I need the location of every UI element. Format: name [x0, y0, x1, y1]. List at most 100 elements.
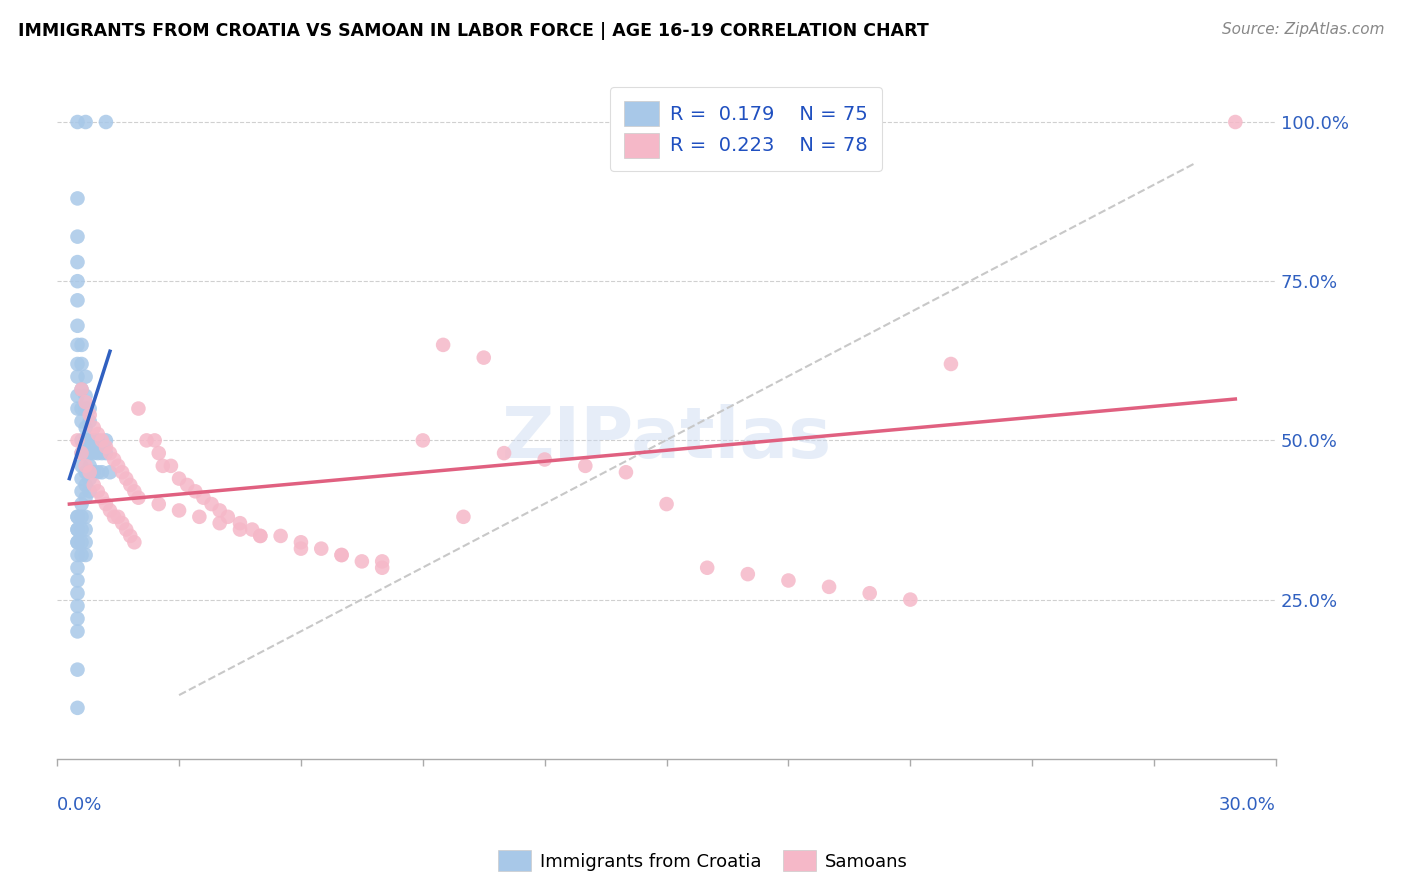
Point	[90, 465, 112, 479]
Point	[70, 484, 93, 499]
Point	[66, 293, 89, 308]
Point	[66, 599, 89, 613]
Point	[94, 497, 117, 511]
Point	[70, 357, 93, 371]
Point	[1225, 115, 1247, 129]
Point	[66, 663, 89, 677]
Point	[70, 472, 93, 486]
Point	[66, 401, 89, 416]
Point	[75, 389, 97, 403]
Point	[75, 395, 97, 409]
Point	[124, 535, 146, 549]
Point	[200, 497, 222, 511]
Point	[94, 440, 117, 454]
Point	[75, 465, 97, 479]
Point	[79, 408, 101, 422]
Point	[70, 535, 93, 549]
Point	[66, 274, 89, 288]
Point	[70, 523, 93, 537]
Point	[83, 434, 105, 448]
Point	[66, 586, 89, 600]
Point	[79, 434, 101, 448]
Point	[87, 484, 110, 499]
Point	[127, 491, 149, 505]
Point	[66, 535, 89, 549]
Point	[107, 458, 129, 473]
Point	[533, 452, 555, 467]
Point	[70, 446, 93, 460]
Point	[290, 541, 312, 556]
Point	[103, 509, 125, 524]
Point	[94, 115, 117, 129]
Point	[167, 472, 190, 486]
Point	[66, 535, 89, 549]
Point	[87, 446, 110, 460]
Point	[309, 541, 332, 556]
Point	[229, 516, 252, 531]
Point	[614, 465, 637, 479]
Point	[70, 414, 93, 428]
Point	[898, 592, 921, 607]
Point	[75, 523, 97, 537]
Point	[94, 434, 117, 448]
Point	[143, 434, 166, 448]
Point	[83, 446, 105, 460]
Point	[70, 383, 93, 397]
Point	[70, 446, 93, 460]
Point	[70, 383, 93, 397]
Point	[124, 484, 146, 499]
Point	[229, 523, 252, 537]
Point	[79, 465, 101, 479]
Point	[208, 516, 231, 531]
Point	[696, 560, 718, 574]
Point	[120, 529, 142, 543]
Point	[371, 554, 394, 568]
Point	[176, 478, 198, 492]
Point	[87, 427, 110, 442]
Point	[115, 523, 138, 537]
Point	[66, 357, 89, 371]
Point	[270, 529, 292, 543]
Point	[184, 484, 207, 499]
Point	[453, 509, 475, 524]
Text: 30.0%: 30.0%	[1219, 797, 1277, 814]
Point	[70, 509, 93, 524]
Point	[79, 414, 101, 428]
Point	[66, 701, 89, 715]
Point	[655, 497, 678, 511]
Point	[70, 338, 93, 352]
Point	[75, 535, 97, 549]
Point	[66, 624, 89, 639]
Point	[66, 191, 89, 205]
Point	[111, 516, 134, 531]
Point	[66, 560, 89, 574]
Point	[87, 434, 110, 448]
Point	[167, 503, 190, 517]
Point	[79, 401, 101, 416]
Point	[240, 523, 263, 537]
Point	[208, 503, 231, 517]
Point	[66, 434, 89, 448]
Point	[432, 338, 454, 352]
Point	[75, 420, 97, 434]
Point	[737, 567, 759, 582]
Point	[83, 465, 105, 479]
Point	[79, 458, 101, 473]
Point	[330, 548, 353, 562]
Point	[148, 446, 170, 460]
Point	[75, 458, 97, 473]
Point	[859, 586, 882, 600]
Point	[127, 401, 149, 416]
Point	[217, 509, 239, 524]
Point	[66, 389, 89, 403]
Point	[472, 351, 495, 365]
Point	[79, 472, 101, 486]
Point	[66, 523, 89, 537]
Point	[98, 503, 121, 517]
Point	[75, 401, 97, 416]
Point	[160, 458, 183, 473]
Point	[79, 484, 101, 499]
Point	[70, 401, 93, 416]
Point	[70, 458, 93, 473]
Point	[249, 529, 271, 543]
